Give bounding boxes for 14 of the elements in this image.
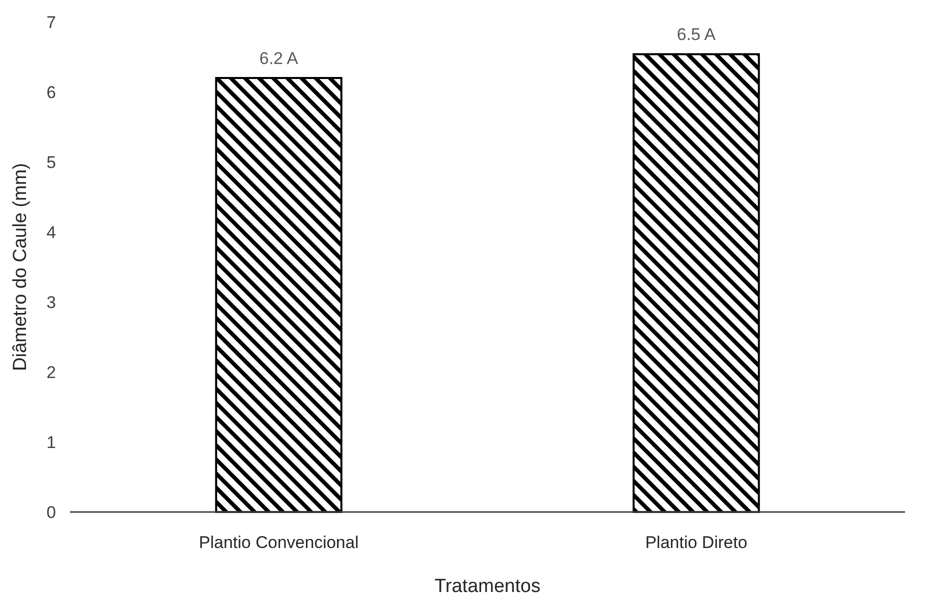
data-label: 6.5 A: [676, 25, 716, 44]
y-tick-label: 7: [46, 12, 56, 32]
y-tick-label: 1: [46, 432, 56, 452]
y-tick-label: 0: [46, 502, 56, 522]
y-tick-label: 4: [46, 222, 56, 242]
y-tick-label: 5: [46, 152, 56, 172]
x-axis-title: Tratamentos: [434, 576, 540, 597]
y-axis-title: Diâmetro do Caule (mm): [10, 163, 31, 371]
data-label: 6.2 A: [259, 49, 299, 68]
y-tick-label: 3: [46, 292, 56, 312]
x-tick-label: Plantio Convencional: [198, 533, 359, 552]
y-tick-label: 6: [46, 82, 56, 102]
x-tick-label: Plantio Direto: [645, 533, 748, 552]
y-tick-label: 2: [46, 362, 56, 382]
